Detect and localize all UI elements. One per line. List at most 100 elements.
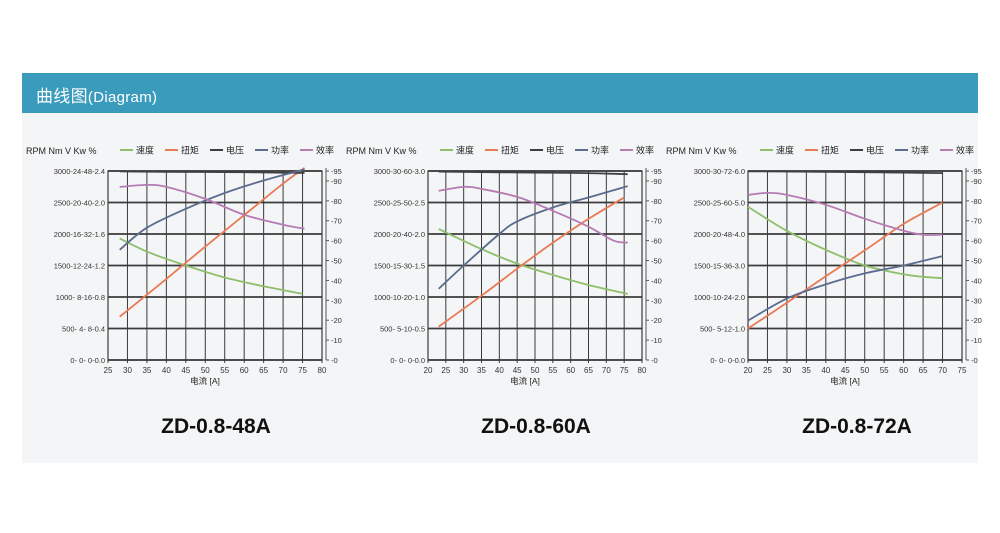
section-header: 曲线图(Diagram)	[22, 73, 978, 113]
series-line-torque	[438, 196, 625, 328]
x-tick-label: 75	[958, 366, 967, 375]
series-line-speed	[119, 237, 303, 295]
left-tick-label: 500- 5-10-0.5	[380, 325, 425, 334]
x-tick-label: 45	[841, 366, 850, 375]
x-tick-label: 70	[602, 366, 611, 375]
legend-label-efficiency: 效率	[636, 145, 654, 156]
legend-units: RPM Nm V Kw %	[26, 146, 97, 156]
x-tick-label: 30	[459, 366, 468, 375]
x-tick-label: 75	[298, 366, 307, 375]
x-tick-label: 30	[782, 366, 791, 375]
x-tick-label: 25	[104, 366, 113, 375]
x-tick-label: 45	[513, 366, 522, 375]
series-line-torque	[119, 167, 306, 318]
legend-label-power: 功率	[591, 145, 609, 156]
legend-label-torque: 扭矩	[501, 145, 519, 156]
right-tick-label: -40	[331, 276, 342, 285]
x-tick-label: 20	[744, 366, 753, 375]
x-tick-label: 50	[531, 366, 540, 375]
x-tick-label: 55	[880, 366, 889, 375]
right-tick-label: -60	[971, 237, 982, 246]
left-tick-label: 1000-10-20-1.0	[374, 293, 425, 302]
right-tick-label: -60	[331, 237, 342, 246]
right-tick-label: -80	[971, 197, 982, 206]
legend-label-power: 功率	[271, 145, 289, 156]
x-tick-label: 60	[566, 366, 575, 375]
right-tick-label: -80	[331, 197, 342, 206]
x-tick-label: 25	[763, 366, 772, 375]
legend-label-speed: 速度	[776, 145, 794, 156]
left-tick-label: 1500-12-24-1.2	[54, 262, 105, 271]
right-tick-label: -0	[971, 356, 978, 365]
left-tick-label: 0- 0- 0-0.0	[390, 356, 425, 365]
x-tick-label: 30	[123, 366, 132, 375]
left-tick-label: 3000-30-72-6.0	[694, 167, 745, 176]
right-tick-label: -30	[651, 296, 662, 305]
series-line-power	[119, 168, 305, 251]
x-tick-label: 70	[938, 366, 947, 375]
x-tick-label: 35	[802, 366, 811, 375]
x-tick-label: 25	[441, 366, 450, 375]
right-tick-label: -20	[331, 316, 342, 325]
legend-label-power: 功率	[911, 145, 929, 156]
x-tick-label: 55	[548, 366, 557, 375]
x-tick-label: 65	[259, 366, 268, 375]
chart-zd-0-8-48a: RPM Nm V Kw % 速度 扭矩 电压 功率 效率 0- 0- 0-0.0 500- 4…	[26, 145, 342, 387]
x-tick-label: 55	[220, 366, 229, 375]
left-tick-label: 2000-16-32-1.6	[54, 230, 105, 239]
right-tick-label: -80	[651, 197, 662, 206]
right-tick-label: -90	[971, 177, 982, 186]
right-tick-label: -40	[651, 276, 662, 285]
legend-units: RPM Nm V Kw %	[666, 146, 737, 156]
x-tick-label: 60	[240, 366, 249, 375]
series-line-voltage	[438, 170, 628, 176]
right-tick-label: -60	[651, 237, 662, 246]
legend-label-torque: 扭矩	[181, 145, 199, 156]
right-tick-label: -20	[971, 316, 982, 325]
left-tick-label: 2000-20-40-2.0	[374, 230, 425, 239]
section-title-cn: 曲线图	[36, 87, 88, 106]
right-tick-label: -10	[651, 336, 662, 345]
right-tick-label: -50	[971, 257, 982, 266]
content-panel	[22, 73, 978, 463]
left-tick-label: 500- 5-12-1.0	[700, 325, 745, 334]
legend-label-voltage: 电压	[866, 145, 884, 156]
legend-label-efficiency: 效率	[316, 145, 334, 156]
chart-zd-0-8-72a: RPM Nm V Kw % 速度 扭矩 电压 功率 效率 0- 0- 0-0.0 500- 5…	[666, 145, 982, 387]
left-tick-label: 1000-10-24-2.0	[694, 293, 745, 302]
model-label-48a: ZD-0.8-48A	[161, 415, 271, 438]
right-tick-label: -10	[971, 336, 982, 345]
right-tick-label: -50	[331, 257, 342, 266]
legend-label-voltage: 电压	[226, 145, 244, 156]
x-tick-label: 80	[638, 366, 647, 375]
series-line-voltage	[747, 170, 943, 174]
left-tick-label: 500- 4- 8-0.4	[62, 325, 105, 334]
right-tick-label: -50	[651, 257, 662, 266]
right-tick-label: -20	[651, 316, 662, 325]
series-line-power	[747, 255, 943, 322]
left-tick-label: 1000- 8-16-0.8	[56, 293, 105, 302]
legend-units: RPM Nm V Kw %	[346, 146, 417, 156]
right-tick-label: -30	[971, 296, 982, 305]
right-tick-label: -95	[971, 167, 982, 176]
legend-label-speed: 速度	[456, 145, 474, 156]
right-tick-label: -70	[651, 217, 662, 226]
section-title-en: (Diagram)	[87, 89, 158, 106]
x-tick-label: 80	[318, 366, 327, 375]
right-tick-label: -90	[331, 177, 342, 186]
legend-label-torque: 扭矩	[821, 145, 839, 156]
x-tick-label: 40	[821, 366, 830, 375]
left-tick-label: 0- 0- 0-0.0	[710, 356, 745, 365]
right-tick-label: -30	[331, 296, 342, 305]
x-tick-label: 40	[495, 366, 504, 375]
left-tick-label: 1500-15-30-1.5	[374, 262, 425, 271]
model-label-72a: ZD-0.8-72A	[802, 415, 912, 438]
right-tick-label: -10	[331, 336, 342, 345]
x-tick-label: 35	[477, 366, 486, 375]
right-tick-label: -90	[651, 177, 662, 186]
legend-label-speed: 速度	[136, 145, 154, 156]
left-tick-label: 3000-30-60-3.0	[374, 167, 425, 176]
x-axis-label: 电流 [A]	[510, 376, 540, 386]
x-tick-label: 60	[899, 366, 908, 375]
x-tick-label: 50	[201, 366, 210, 375]
